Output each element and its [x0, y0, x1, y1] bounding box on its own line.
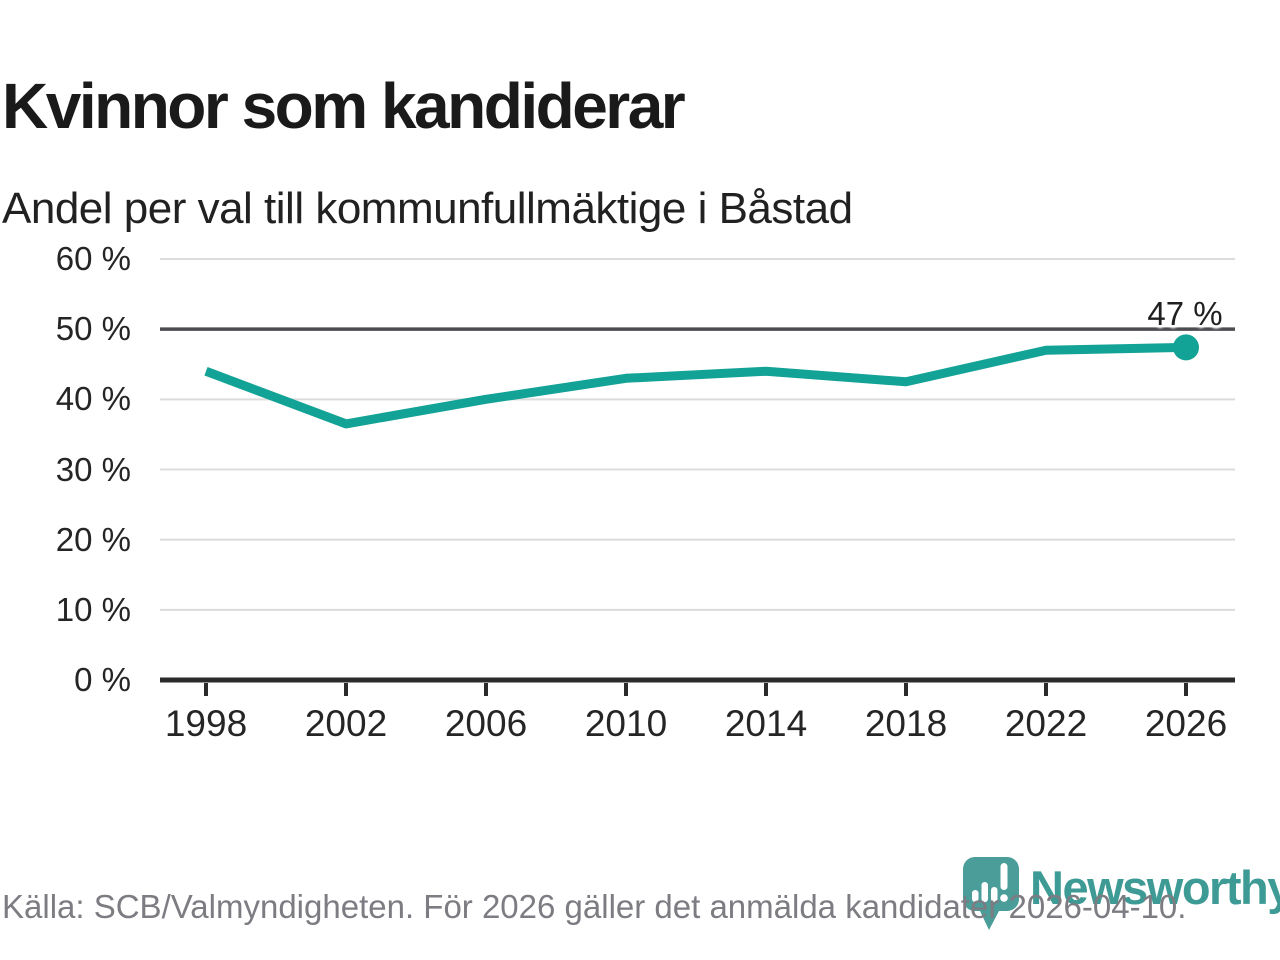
y-axis-tick-label: 60 %	[55, 240, 131, 277]
last-point-marker	[1173, 334, 1199, 361]
newsworthy-wordmark: Newsworthy	[1030, 861, 1280, 914]
page-title: Kvinnor som kandiderar	[2, 69, 686, 142]
y-axis-tick-label: 10 %	[55, 590, 131, 628]
x-axis-tick-label: 2010	[584, 703, 668, 744]
y-axis-tick-label: 20 %	[55, 520, 131, 558]
chart-subtitle: Andel per val till kommunfullmäktige i B…	[2, 183, 853, 233]
newsworthy-logo: Newsworthy	[962, 856, 1280, 934]
y-axis-tick-label: 40 %	[55, 380, 131, 418]
last-point-data-label: 47 %	[1147, 295, 1223, 332]
newsworthy-pin-barchart-icon	[963, 857, 1019, 930]
x-axis-tick-label: 2006	[444, 703, 528, 744]
y-axis-tick-label: 0 %	[74, 661, 131, 698]
source-note: Källa: SCB/Valmyndigheten. För 2026 gäll…	[2, 888, 1187, 925]
x-axis-tick-label: 2014	[724, 703, 808, 744]
y-axis-tick-label: 30 %	[55, 450, 131, 488]
data-line-series	[204, 342, 1187, 429]
x-axis-tick-label: 1998	[164, 703, 248, 744]
x-axis-tick-label: 2018	[864, 703, 948, 744]
y-axis-tick-label: 50 %	[55, 310, 131, 348]
x-axis-tick-label: 2022	[1004, 703, 1088, 744]
x-axis-tick-label: 2002	[304, 703, 388, 744]
x-axis-tick-label: 2026	[1144, 703, 1228, 744]
